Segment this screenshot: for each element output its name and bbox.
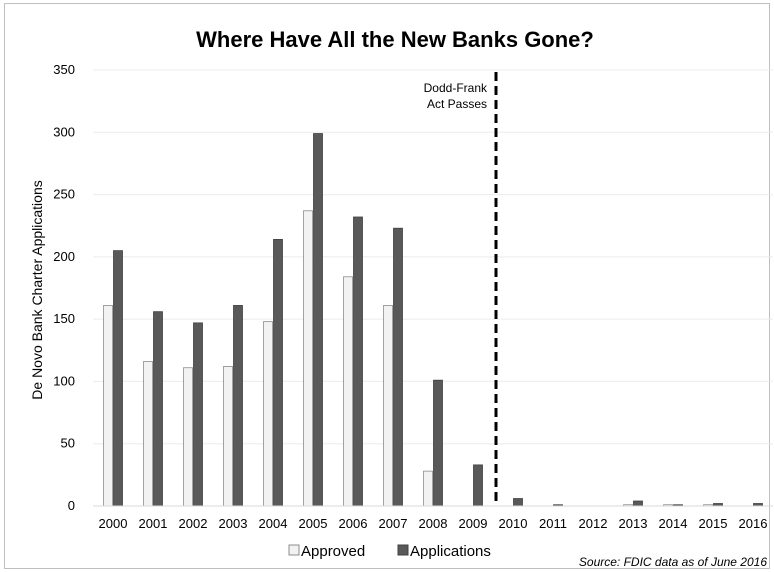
x-tick-label-2003: 2003 <box>219 516 248 531</box>
x-tick-label-2010: 2010 <box>499 516 528 531</box>
y-axis-ticks: 0 50 100 150 200 250 300 350 <box>53 62 75 513</box>
x-tick-label-2012: 2012 <box>579 516 608 531</box>
legend-label-applications: Applications <box>410 543 491 560</box>
annotation-line2: Act Passes <box>427 97 487 111</box>
x-tick-label-2014: 2014 <box>659 516 688 531</box>
y-tick-label-0: 0 <box>68 498 75 513</box>
x-tick-label-2009: 2009 <box>459 516 488 531</box>
y-tick-label-50: 50 <box>61 436 75 451</box>
annotation-line1: Dodd-Frank <box>424 81 488 95</box>
bar-approved-2008 <box>423 470 433 507</box>
bar-applications-2004 <box>273 239 283 507</box>
x-tick-label-2007: 2007 <box>379 516 408 531</box>
x-tick-label-2008: 2008 <box>419 516 448 531</box>
bar-approved-2000 <box>103 305 113 507</box>
legend-label-approved: Approved <box>301 543 365 560</box>
x-tick-label-2005: 2005 <box>299 516 328 531</box>
bar-applications-2008 <box>433 379 443 507</box>
legend: Approved Applications <box>288 543 491 560</box>
y-tick-label-350: 350 <box>53 62 75 77</box>
y-tick-label-100: 100 <box>53 373 75 388</box>
bar-applications-2001 <box>153 311 163 507</box>
bar-applications-2002 <box>193 322 203 507</box>
source-note: Source: FDIC data as of June 2016 <box>579 555 767 569</box>
bar-approved-2002 <box>183 367 193 507</box>
bar-applications-2009 <box>473 464 483 507</box>
y-axis-label: De Novo Bank Charter Applications <box>29 180 45 399</box>
bar-applications-2000 <box>113 250 123 507</box>
x-tick-label-2002: 2002 <box>179 516 208 531</box>
y-tick-label-200: 200 <box>53 249 75 264</box>
bar-applications-2010 <box>513 498 523 507</box>
bar-applications-2006 <box>353 216 363 507</box>
bar-approved-2003 <box>223 366 233 507</box>
bars-group <box>103 133 763 507</box>
bar-approved-2004 <box>263 321 273 507</box>
x-tick-label-2016: 2016 <box>739 516 768 531</box>
bar-applications-2013 <box>633 500 643 507</box>
x-tick-label-2004: 2004 <box>259 516 288 531</box>
bar-applications-2007 <box>393 227 403 507</box>
y-tick-label-150: 150 <box>53 311 75 326</box>
bar-applications-2003 <box>233 305 243 507</box>
x-tick-label-2001: 2001 <box>139 516 168 531</box>
bar-approved-2005 <box>303 210 313 507</box>
x-tick-label-2006: 2006 <box>339 516 368 531</box>
y-tick-label-300: 300 <box>53 124 75 139</box>
y-tick-label-250: 250 <box>53 187 75 202</box>
grid-lines <box>93 69 773 445</box>
legend-swatch-applications <box>397 544 409 556</box>
dodd-frank-annotation: Dodd-Frank Act Passes <box>424 72 498 506</box>
x-tick-label-2000: 2000 <box>99 516 128 531</box>
bar-approved-2001 <box>143 361 153 507</box>
x-tick-label-2013: 2013 <box>619 516 648 531</box>
bar-approved-2006 <box>343 276 353 507</box>
legend-swatch-approved <box>288 544 300 556</box>
x-axis-ticks: 2000 2001 2002 2003 2004 2005 2006 2007 2008 2009… <box>99 516 768 531</box>
x-tick-label-2011: 2011 <box>539 516 567 531</box>
x-tick-label-2015: 2015 <box>699 516 728 531</box>
chart-title: Where Have All the New Banks Gone? <box>196 27 594 52</box>
bar-applications-2005 <box>313 133 323 507</box>
bar-approved-2007 <box>383 305 393 507</box>
